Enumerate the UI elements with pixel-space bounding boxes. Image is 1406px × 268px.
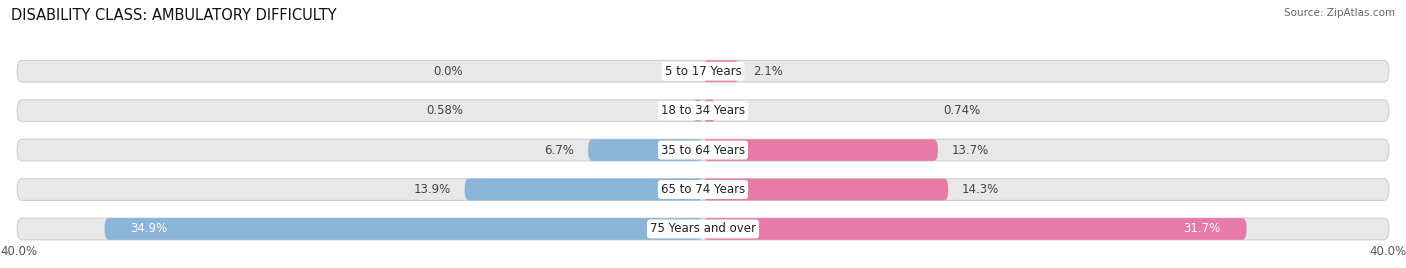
Text: 31.7%: 31.7%: [1184, 222, 1220, 236]
Text: 6.7%: 6.7%: [544, 144, 575, 157]
FancyBboxPatch shape: [703, 218, 1247, 240]
Text: 75 Years and over: 75 Years and over: [650, 222, 756, 236]
FancyBboxPatch shape: [464, 179, 703, 200]
Text: 65 to 74 Years: 65 to 74 Years: [661, 183, 745, 196]
FancyBboxPatch shape: [17, 218, 1389, 240]
Text: 0.0%: 0.0%: [433, 65, 463, 78]
Text: 2.1%: 2.1%: [752, 65, 783, 78]
Text: 13.7%: 13.7%: [952, 144, 988, 157]
Text: 13.9%: 13.9%: [413, 183, 451, 196]
FancyBboxPatch shape: [703, 179, 948, 200]
Text: 40.0%: 40.0%: [0, 245, 37, 258]
FancyBboxPatch shape: [588, 139, 703, 161]
Text: 40.0%: 40.0%: [1369, 245, 1406, 258]
Text: 35 to 64 Years: 35 to 64 Years: [661, 144, 745, 157]
Text: 34.9%: 34.9%: [131, 222, 167, 236]
Text: 18 to 34 Years: 18 to 34 Years: [661, 104, 745, 117]
FancyBboxPatch shape: [17, 60, 1389, 82]
FancyBboxPatch shape: [17, 100, 1389, 121]
FancyBboxPatch shape: [703, 100, 716, 121]
Text: 0.74%: 0.74%: [943, 104, 980, 117]
FancyBboxPatch shape: [17, 139, 1389, 161]
FancyBboxPatch shape: [17, 179, 1389, 200]
FancyBboxPatch shape: [104, 218, 703, 240]
FancyBboxPatch shape: [693, 100, 703, 121]
Text: 0.58%: 0.58%: [426, 104, 463, 117]
Text: 14.3%: 14.3%: [962, 183, 1000, 196]
Text: Source: ZipAtlas.com: Source: ZipAtlas.com: [1284, 8, 1395, 18]
FancyBboxPatch shape: [703, 139, 938, 161]
FancyBboxPatch shape: [703, 60, 740, 82]
Text: 5 to 17 Years: 5 to 17 Years: [665, 65, 741, 78]
Text: DISABILITY CLASS: AMBULATORY DIFFICULTY: DISABILITY CLASS: AMBULATORY DIFFICULTY: [11, 8, 337, 23]
